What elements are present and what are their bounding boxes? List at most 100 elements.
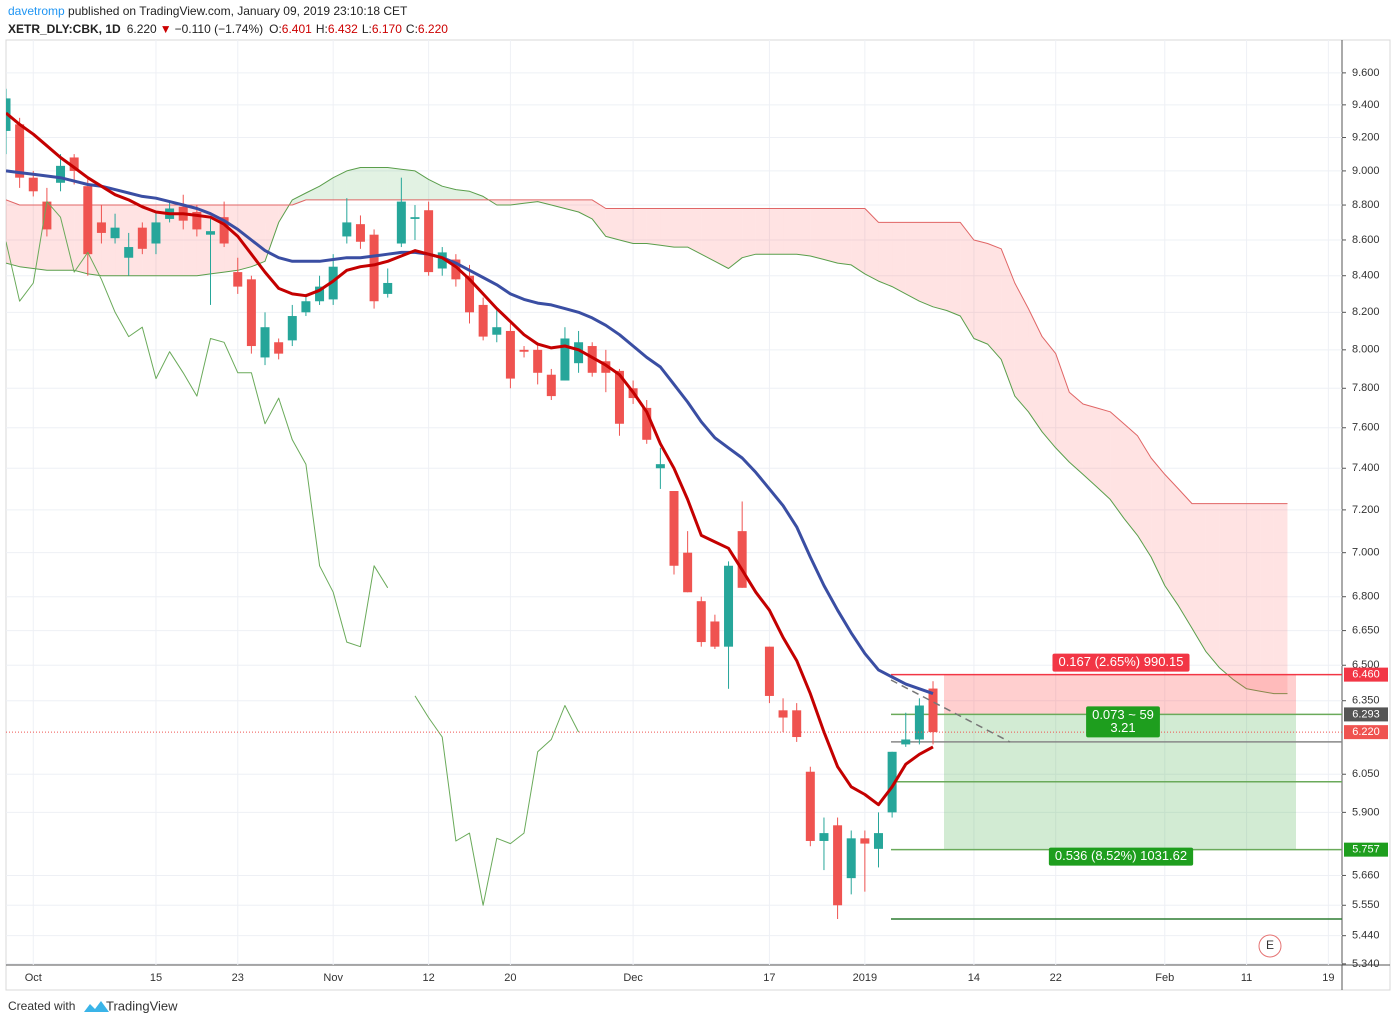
cloud-fill [728,208,743,269]
cloud-fill [946,222,961,317]
o-label: O: [269,22,282,36]
cloud-fill [837,208,852,265]
y-tick-label: 9.400 [1352,99,1380,111]
candle-body [451,259,461,280]
cloud-fill [660,208,674,248]
candle-body [587,346,597,373]
y-tick-label: 7.000 [1352,547,1380,559]
candle-body [110,227,120,239]
y-tick-label: 7.800 [1352,382,1380,394]
stop-label-box [1052,653,1190,672]
candle-body [710,621,720,647]
cloud-fill [101,205,116,276]
candle-body [560,338,570,381]
candle-body [69,157,79,171]
candle-body [492,327,502,335]
cloud-fill [455,189,470,200]
candle-body [192,211,202,230]
cloud-fill [605,208,620,240]
cloud-fill [755,208,770,255]
candle-body [15,124,25,178]
x-tick-label: 20 [504,972,516,984]
author[interactable]: davetromp [8,4,65,18]
cloud-fill [892,222,906,294]
price-tag-label: 6.220 [1352,726,1380,738]
cloud-fill [1042,336,1056,448]
cloud-fill [346,167,361,200]
cloud-fill [1164,474,1179,606]
candle-body [396,201,406,244]
cloud-fill [251,205,266,267]
y-tick-label: 5.900 [1352,806,1380,818]
cloud-fill [1123,423,1138,536]
candles [6,88,938,920]
cloud-fill [592,199,606,237]
cloud-fill [1260,503,1274,694]
cloud-fill [933,222,947,311]
x-tick-label: 23 [232,972,244,984]
cloud-fill [292,193,306,206]
cloud-fill [742,208,756,258]
l-label: L: [362,22,372,36]
candle-body [669,491,679,566]
candle-body [437,252,447,269]
candle-body [315,286,325,302]
indicator-line [6,201,580,906]
cloud-fill [1232,503,1247,689]
candle-body [96,222,106,233]
x-tick-label: 17 [763,972,775,984]
y-tick-label: 6.350 [1352,695,1380,707]
candle-body [383,282,393,294]
cloud-fill [674,208,688,248]
stop-label: 0.167 (2.65%) 990.15 [1058,654,1183,669]
span-a [6,167,1288,695]
candle-body [355,224,365,242]
footer-brand[interactable]: TradingView [106,998,178,1013]
cloud-fill [360,167,375,200]
cloud-fill [496,199,511,206]
cloud-fill [646,208,661,246]
candle-body [696,601,706,643]
candle-body [642,407,652,440]
y-tick-label: 6.800 [1352,591,1380,603]
l: 6.170 [372,22,402,36]
candle-body [274,342,284,354]
candle-body [914,705,924,740]
y-tick-label: 8.200 [1352,306,1380,318]
earnings-icon[interactable] [1258,934,1282,958]
candle-body [246,279,256,347]
cloud-fill [510,199,525,206]
candle-body [465,275,475,313]
cloud-fill [19,205,34,269]
candle-body [860,838,870,844]
x-tick-label: Feb [1155,972,1174,984]
candle-body [205,231,215,235]
cloud-fill [1001,248,1015,397]
target-label: 0.536 (8.52%) 1031.62 [1055,848,1187,863]
x-tick-label: 19 [1322,972,1334,984]
change-arrow: ▼ [160,22,172,36]
cloud [6,167,1288,695]
candle-body [683,552,693,593]
y-tick-label: 9.200 [1352,131,1380,143]
y-tick-label: 7.400 [1352,462,1380,474]
candle-body [83,186,93,255]
candle-body [301,301,311,313]
candle-body [546,374,556,397]
candle-body [369,234,379,302]
cloud-fill [864,208,879,282]
grid [6,40,1346,965]
c-label: C: [406,22,418,36]
cloud-fill [701,208,715,262]
y-tick-label: 5.340 [1352,958,1380,970]
cloud-fill [905,222,920,302]
cloud-fill [810,208,824,260]
y-tick-label: 5.660 [1352,869,1380,881]
earnings-marker: E [1266,938,1274,952]
cloud-fill [823,208,838,264]
cloud-fill [469,191,484,200]
cloud-fill [578,199,593,219]
price-tag [1344,725,1388,740]
candle-body [574,342,584,364]
